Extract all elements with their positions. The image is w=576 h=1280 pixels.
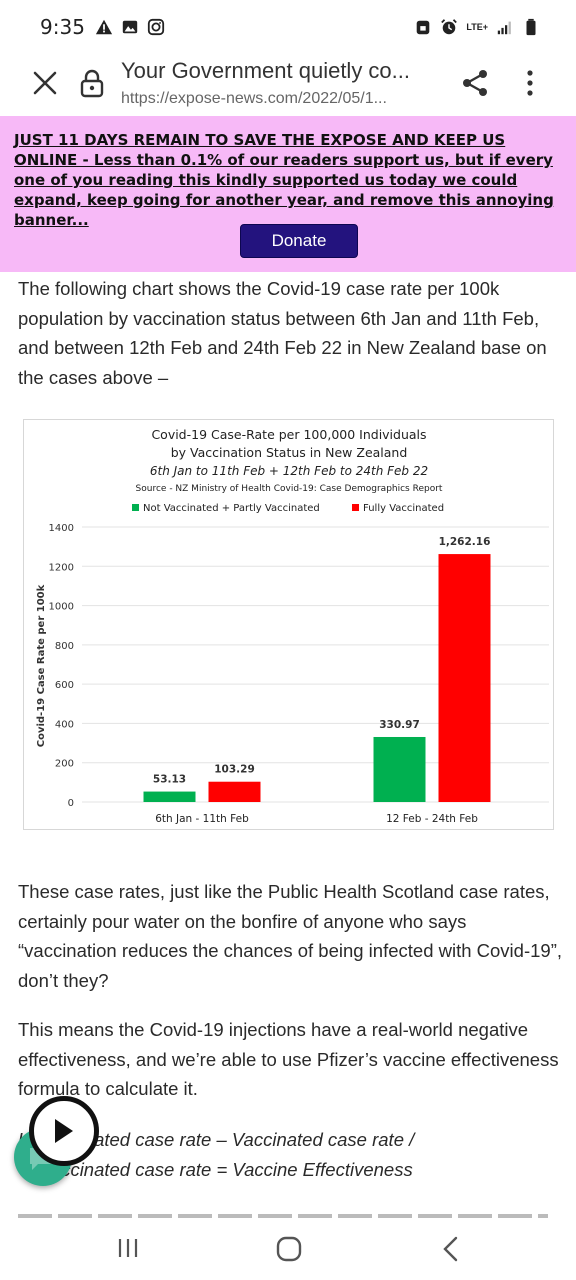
page-url[interactable]: https://expose-news.com/2022/05/1...: [121, 90, 387, 107]
image-icon: [122, 20, 138, 34]
data-label: 53.13: [153, 774, 186, 786]
instagram-icon: [147, 18, 165, 36]
cut-off-text-line: [18, 1210, 548, 1218]
play-audio-button[interactable]: [29, 1096, 99, 1166]
y-tick-label: 1000: [49, 602, 74, 613]
bar-unvaccinated-2: [373, 736, 426, 802]
y-tick-label: 800: [55, 641, 74, 652]
legend-swatch-vaccinated: [352, 504, 359, 511]
alarm-icon: [441, 19, 458, 35]
y-tick-label: 200: [55, 759, 74, 770]
article-paragraph: The following chart shows the Covid-19 c…: [18, 278, 547, 388]
formula-line: Unvaccinated case rate – Vaccinated case…: [18, 1129, 415, 1150]
donation-banner: JUST 11 DAYS REMAIN TO SAVE THE EXPOSE A…: [0, 116, 576, 272]
vaccine-effectiveness-formula: Unvaccinated case rate – Vaccinated case…: [18, 1125, 563, 1184]
lock-icon[interactable]: [80, 68, 104, 98]
legend-label-vaccinated: Fully Vaccinated: [363, 503, 444, 514]
browser-toolbar: Your Government quietly co... https://ex…: [0, 54, 576, 116]
y-tick-label: 1200: [49, 562, 74, 573]
article-paragraph: This means the Covid-19 injections have …: [18, 1019, 559, 1099]
x-tick-label-period-2: 12 Feb - 24th Feb: [386, 813, 478, 825]
x-tick-label-period-1: 6th Jan - 11th Feb: [155, 813, 249, 825]
formula-line: Unvaccinated case rate = Vaccine Effecti…: [18, 1158, 413, 1180]
y-axis-label: Covid-19 Case Rate per 100k: [36, 584, 47, 747]
lock-notification-icon: [417, 20, 430, 35]
case-rate-chart: Covid-19 Case-Rate per 100,000 Individua…: [23, 419, 554, 830]
banner-text[interactable]: JUST 11 DAYS REMAIN TO SAVE THE EXPOSE A…: [14, 131, 554, 229]
status-time: 9:35: [40, 15, 85, 39]
data-label: 330.97: [379, 719, 420, 731]
donate-button[interactable]: Donate: [240, 224, 358, 258]
y-tick-label: 600: [55, 680, 74, 691]
page-title[interactable]: Your Government quietly co...: [121, 58, 411, 83]
article-paragraph: These case rates, just like the Public H…: [18, 881, 562, 991]
home-icon[interactable]: [276, 1236, 302, 1262]
bar-unvaccinated-1: [143, 791, 196, 802]
warning-icon: [95, 19, 113, 35]
y-tick-label: 0: [68, 798, 74, 809]
legend-label-unvaccinated: Not Vaccinated + Partly Vaccinated: [143, 503, 320, 514]
chart-subtitle: 6th Jan to 11th Feb + 12th Feb to 24th F…: [150, 464, 428, 478]
chart-title-line2: by Vaccination Status in New Zealand: [171, 445, 408, 460]
battery-icon: [526, 18, 536, 36]
chart-title-line1: Covid-19 Case-Rate per 100,000 Individua…: [151, 427, 426, 442]
chart-source: Source - NZ Ministry of Health Covid-19:…: [136, 484, 443, 494]
bar-fully-vaccinated-2: [438, 554, 491, 802]
system-nav-bar: [0, 1218, 576, 1280]
recents-icon[interactable]: [116, 1236, 140, 1260]
close-icon[interactable]: [30, 68, 60, 98]
bars-group: 53.13 103.29 330.97 1,262.16: [143, 536, 491, 802]
data-label: 1,262.16: [439, 536, 491, 548]
data-label: 103.29: [214, 764, 255, 776]
y-tick-label: 400: [55, 719, 74, 730]
chart-svg: Covid-19 Case-Rate per 100,000 Individua…: [36, 427, 549, 825]
legend-swatch-unvaccinated: [132, 504, 139, 511]
signal-icon: [497, 21, 511, 35]
lte-signal-icon: LTE+: [466, 22, 488, 32]
y-tick-label: 1400: [49, 523, 74, 534]
share-icon[interactable]: [460, 68, 490, 98]
status-bar: 9:35 LTE+: [0, 0, 576, 54]
more-options-icon[interactable]: [520, 68, 540, 98]
play-icon: [55, 1119, 73, 1143]
bar-fully-vaccinated-1: [208, 781, 261, 802]
back-icon[interactable]: [442, 1236, 458, 1262]
